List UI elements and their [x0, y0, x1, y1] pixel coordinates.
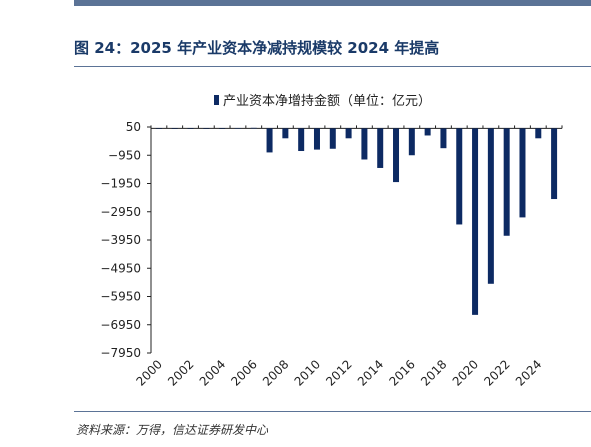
bar-2000 — [155, 128, 162, 129]
bar-2023 — [519, 128, 526, 218]
bar-2018 — [440, 128, 447, 149]
x-tick-label: 2018 — [418, 357, 449, 388]
y-tick-label: −4950 — [100, 261, 141, 275]
bar-series — [155, 127, 558, 315]
y-tick-label: −7950 — [100, 346, 141, 360]
y-tick-label: −5950 — [100, 290, 141, 304]
bar-2001 — [171, 128, 178, 129]
legend-label: 产业资本净增持金额（单位：亿元） — [223, 93, 431, 109]
y-tick-label: −3950 — [100, 233, 141, 247]
bar-2006 — [250, 127, 257, 129]
bar-2019 — [456, 128, 463, 225]
legend-swatch — [214, 95, 219, 105]
bar-2017 — [424, 128, 431, 136]
x-tick-label: 2002 — [165, 357, 196, 388]
x-tick-label: 2000 — [134, 357, 165, 388]
x-tick-label: 2016 — [386, 357, 417, 388]
y-tick-label: −950 — [108, 148, 141, 162]
y-tick-label: −1950 — [100, 177, 141, 191]
x-tick-label: 2004 — [197, 357, 228, 388]
chart-legend: 产业资本净增持金额（单位：亿元） — [214, 93, 431, 109]
bar-2013 — [361, 128, 368, 160]
source-note: 资料来源：万得，信达证券研发中心 — [76, 423, 269, 437]
y-axis: 50 −950 −1950 −2950 −3950 −4950 −5950 −6950 −795… — [100, 120, 152, 360]
title-divider — [74, 66, 591, 67]
x-tick-label: 2006 — [228, 357, 259, 388]
x-tick-label: 2012 — [323, 357, 354, 388]
x-tick-label: 2010 — [292, 357, 323, 388]
bar-2014 — [377, 128, 384, 168]
x-tick-label: 2024 — [513, 357, 544, 388]
bar-2009 — [298, 128, 305, 152]
bar-2005 — [234, 128, 241, 129]
bar-2012 — [345, 128, 352, 139]
bottom-divider — [74, 411, 591, 412]
bar-2016 — [408, 128, 415, 156]
top-accent-bar — [74, 0, 591, 6]
bar-2004 — [219, 128, 226, 129]
bar-2002 — [187, 128, 194, 129]
x-tick-label: 2020 — [450, 357, 481, 388]
x-tick-label: 2022 — [481, 357, 512, 388]
bar-2025 — [551, 128, 558, 200]
bar-2015 — [393, 128, 400, 183]
y-tick-label: 50 — [126, 120, 141, 134]
bar-2021 — [487, 128, 494, 284]
bar-2020 — [472, 128, 479, 315]
x-tick-label: 2008 — [260, 357, 291, 388]
y-tick-label: −2950 — [100, 205, 141, 219]
bar-2024 — [535, 128, 542, 139]
y-tick-label: −6950 — [100, 318, 141, 332]
figure-title: 图 24：2025 年产业资本净减持规模较 2024 年提高 — [74, 39, 440, 57]
x-axis: 2000 2002 2004 2006 2008 2010 2012 2014 2016 2018… — [134, 125, 563, 389]
x-tick-label: 2014 — [355, 357, 386, 388]
bar-2011 — [329, 128, 336, 149]
bar-2022 — [503, 128, 510, 236]
bar-2003 — [203, 128, 210, 129]
bar-2007 — [266, 128, 273, 153]
bar-2008 — [282, 128, 289, 139]
bar-2010 — [313, 128, 320, 150]
